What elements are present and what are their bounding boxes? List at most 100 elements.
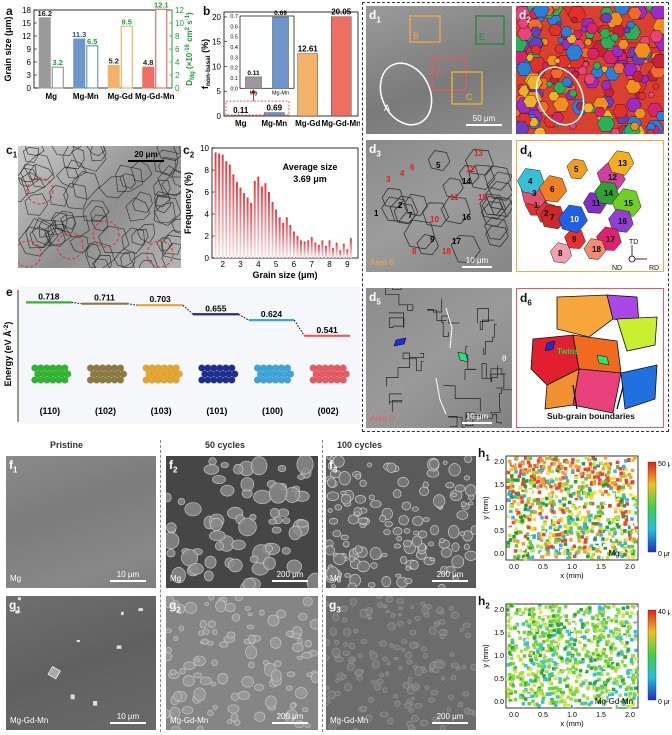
h2-g-pixel <box>534 700 539 705</box>
h1-g-pixel <box>584 456 588 460</box>
h1-g-xtick: 1.0 <box>567 564 577 571</box>
a-diffusion-value: 9.5 <box>122 17 132 26</box>
h2-g-pixel <box>569 608 574 612</box>
h1-g-pixel <box>574 522 579 527</box>
a-category-label: Mg-Gd-Mn <box>135 92 175 101</box>
d4-grain <box>607 150 635 176</box>
g3-svg-feature <box>470 663 476 671</box>
f3-svg-feature <box>448 525 460 539</box>
h2-g-pixel <box>626 671 630 676</box>
h2-g-pixel <box>554 646 559 651</box>
h2-g-pixel <box>509 689 513 693</box>
c1-grain <box>82 200 110 222</box>
h2-g-pixel <box>596 657 601 661</box>
h2-g-pixel <box>569 637 574 641</box>
c2-ytick-label: 8 <box>205 166 210 175</box>
h2-g-ytick: 1.5 <box>494 630 504 637</box>
f2-svg-feature <box>281 547 291 555</box>
b-inset-bar <box>272 16 289 89</box>
h1-g-pixel <box>608 549 613 554</box>
h1-g-pixel <box>542 473 546 477</box>
h2-g-pixel <box>620 678 625 683</box>
g3-svg-feature <box>326 655 330 661</box>
h1-g-pixel <box>522 472 526 477</box>
b-bar <box>230 115 251 117</box>
g3-svg-feature <box>407 676 413 683</box>
h2-g-pixel <box>548 605 553 609</box>
h1-g-pixel <box>577 485 581 490</box>
g2-svg-feature <box>212 704 218 710</box>
d6-twin <box>544 340 556 352</box>
h2-g-pixel <box>552 633 557 637</box>
g3-svg-feature <box>359 608 368 619</box>
h2-g-pixel <box>575 675 580 679</box>
h1-g-pixel <box>631 497 636 501</box>
g3-svg-feature <box>375 596 383 599</box>
d2-grain <box>600 12 613 23</box>
h1-g-pixel <box>532 517 536 522</box>
h2-g-pixel <box>557 609 561 614</box>
h2-g-pixel <box>565 684 569 688</box>
h1-g-pixel <box>552 461 556 466</box>
h1-g-pixel <box>602 543 607 548</box>
g1-sample: Mg-Gd-Mn <box>10 716 49 725</box>
h2-g-pixel <box>511 674 515 678</box>
h1-g-pixel <box>601 484 606 488</box>
h1-g-pixel <box>593 537 597 542</box>
h2-g-pixel <box>598 614 603 619</box>
g3-svg-feature <box>349 598 357 607</box>
c1-grain <box>98 175 127 199</box>
g1-particle <box>116 645 122 649</box>
h1-g-pixel <box>560 465 564 469</box>
a-diffusion-value: 3.2 <box>53 58 63 67</box>
f3-svg-feature <box>359 479 367 487</box>
h2-g-pixel <box>583 643 587 648</box>
h1-g-pixel <box>508 538 513 542</box>
h2-g-pixel <box>560 634 564 638</box>
h1-g-pixel <box>574 490 578 495</box>
h1-g-pixel <box>559 548 564 553</box>
h2-g-pixel <box>548 646 552 651</box>
h2-g-pixel <box>531 672 535 676</box>
h1-g-pixel <box>591 552 595 557</box>
h1-g-pixel <box>525 470 529 475</box>
h1-g-pixel <box>577 490 581 494</box>
c1-grain <box>136 223 156 244</box>
h2-g-pixel <box>617 664 621 669</box>
h1-g-pixel <box>543 522 548 526</box>
h2-g-pixel <box>525 639 529 643</box>
h2-g-pixel <box>534 702 538 707</box>
chart-h1: 0.0 0.5 1.0 1.5 2.00.00.51.01.52.0x (mm)y (m… <box>481 455 670 580</box>
g2-svg-feature <box>173 635 179 642</box>
c1-grain <box>72 171 100 200</box>
h2-g-pixel <box>630 634 635 639</box>
g3-svg-feature <box>467 709 475 715</box>
h1-g-pixel <box>628 537 633 541</box>
d3-grain-outline <box>490 196 512 217</box>
g2-svg-feature <box>259 609 265 616</box>
h2-g-pixel <box>536 625 541 629</box>
d4-nd-label: ND <box>612 265 623 272</box>
h1-g-pixel <box>629 493 633 497</box>
h1-g-pixel <box>576 462 580 467</box>
h2-g-pixel <box>594 696 598 701</box>
g3-svg-feature <box>462 622 471 628</box>
a-diffusion-value: 6.5 <box>87 37 97 46</box>
h1-g-pixel <box>513 555 517 559</box>
h2-g-pixel <box>522 689 526 694</box>
h1-g-pixel <box>624 525 628 529</box>
h1-g-pixel <box>589 513 593 518</box>
h2-g-pixel <box>625 650 630 654</box>
g3-svg-feature <box>459 628 465 632</box>
h1-g-pixel <box>564 487 568 491</box>
f3-svg-feature <box>354 495 366 504</box>
h2-g-pixel <box>618 688 622 693</box>
h1-g-pixel <box>605 525 609 530</box>
h1-g-pixel <box>621 483 626 488</box>
h2-g-pixel <box>600 618 604 622</box>
e-atom <box>98 376 107 384</box>
h2-g-pixel <box>530 614 535 619</box>
h1-g-pixel <box>585 495 589 499</box>
h1-g-pixel <box>550 506 554 511</box>
h2-g-pixel <box>571 665 575 670</box>
